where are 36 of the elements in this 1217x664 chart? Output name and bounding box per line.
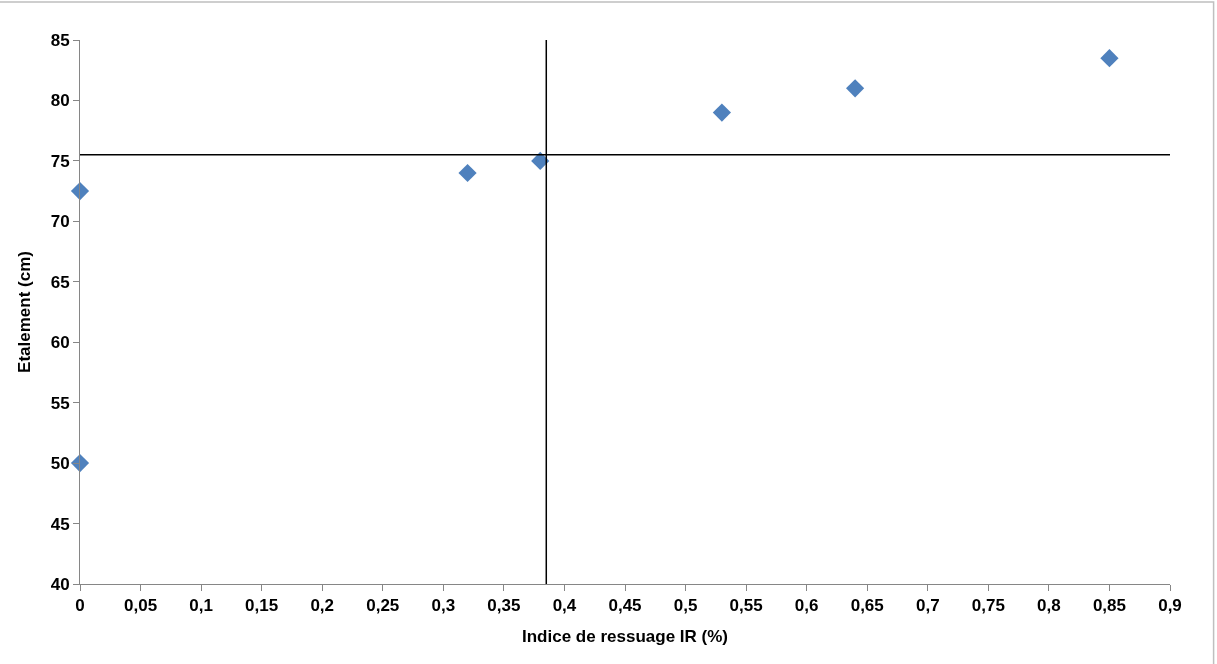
point bbox=[531, 151, 550, 170]
x-tick-label: 0,8 bbox=[1037, 596, 1061, 616]
x-tick-label: 0,45 bbox=[608, 596, 642, 616]
x-tick-label: 0 bbox=[75, 596, 85, 616]
x-tick-label: 0,9 bbox=[1158, 596, 1182, 616]
point bbox=[846, 79, 865, 98]
point bbox=[458, 163, 477, 183]
x-tick-label: 0,6 bbox=[794, 596, 819, 616]
x-tick-label: 0,55 bbox=[729, 596, 763, 616]
point bbox=[712, 103, 731, 122]
point bbox=[1100, 49, 1119, 68]
y-tick-label: 60 bbox=[50, 333, 70, 353]
x-tick-label: 0,2 bbox=[310, 596, 335, 616]
x-tick-label: 0,75 bbox=[971, 596, 1005, 616]
x-tick-label: 0,15 bbox=[245, 596, 279, 616]
x-tick-label: 0,7 bbox=[915, 596, 940, 616]
y-axis-title: Etalement (cm) bbox=[15, 251, 35, 373]
x-tick-label: 0,25 bbox=[366, 596, 400, 616]
y-tick-label: 45 bbox=[50, 514, 70, 534]
x-axis-title: Indice de ressuage IR (%) bbox=[522, 626, 728, 646]
y-tick-label: 50 bbox=[50, 454, 70, 474]
x-tick-label: 0,4 bbox=[552, 596, 577, 616]
x-tick-label: 0,3 bbox=[431, 596, 456, 616]
x-tick-label: 0,35 bbox=[487, 596, 521, 616]
x-tick-label: 0,5 bbox=[673, 596, 698, 616]
x-tick-label: 0,85 bbox=[1092, 596, 1126, 616]
y-tick-label: 70 bbox=[50, 212, 70, 232]
y-tick-label: 80 bbox=[50, 91, 70, 111]
x-tick-label: 0,65 bbox=[850, 596, 884, 616]
y-tick-label: 75 bbox=[50, 151, 70, 171]
y-tick-label: 85 bbox=[50, 30, 70, 50]
x-tick-label: 0,05 bbox=[124, 596, 158, 616]
y-tick-label: 40 bbox=[50, 574, 70, 594]
y-tick-label: 65 bbox=[50, 272, 70, 292]
x-tick-label: 0,1 bbox=[189, 596, 213, 616]
y-tick-label: 55 bbox=[50, 393, 70, 413]
